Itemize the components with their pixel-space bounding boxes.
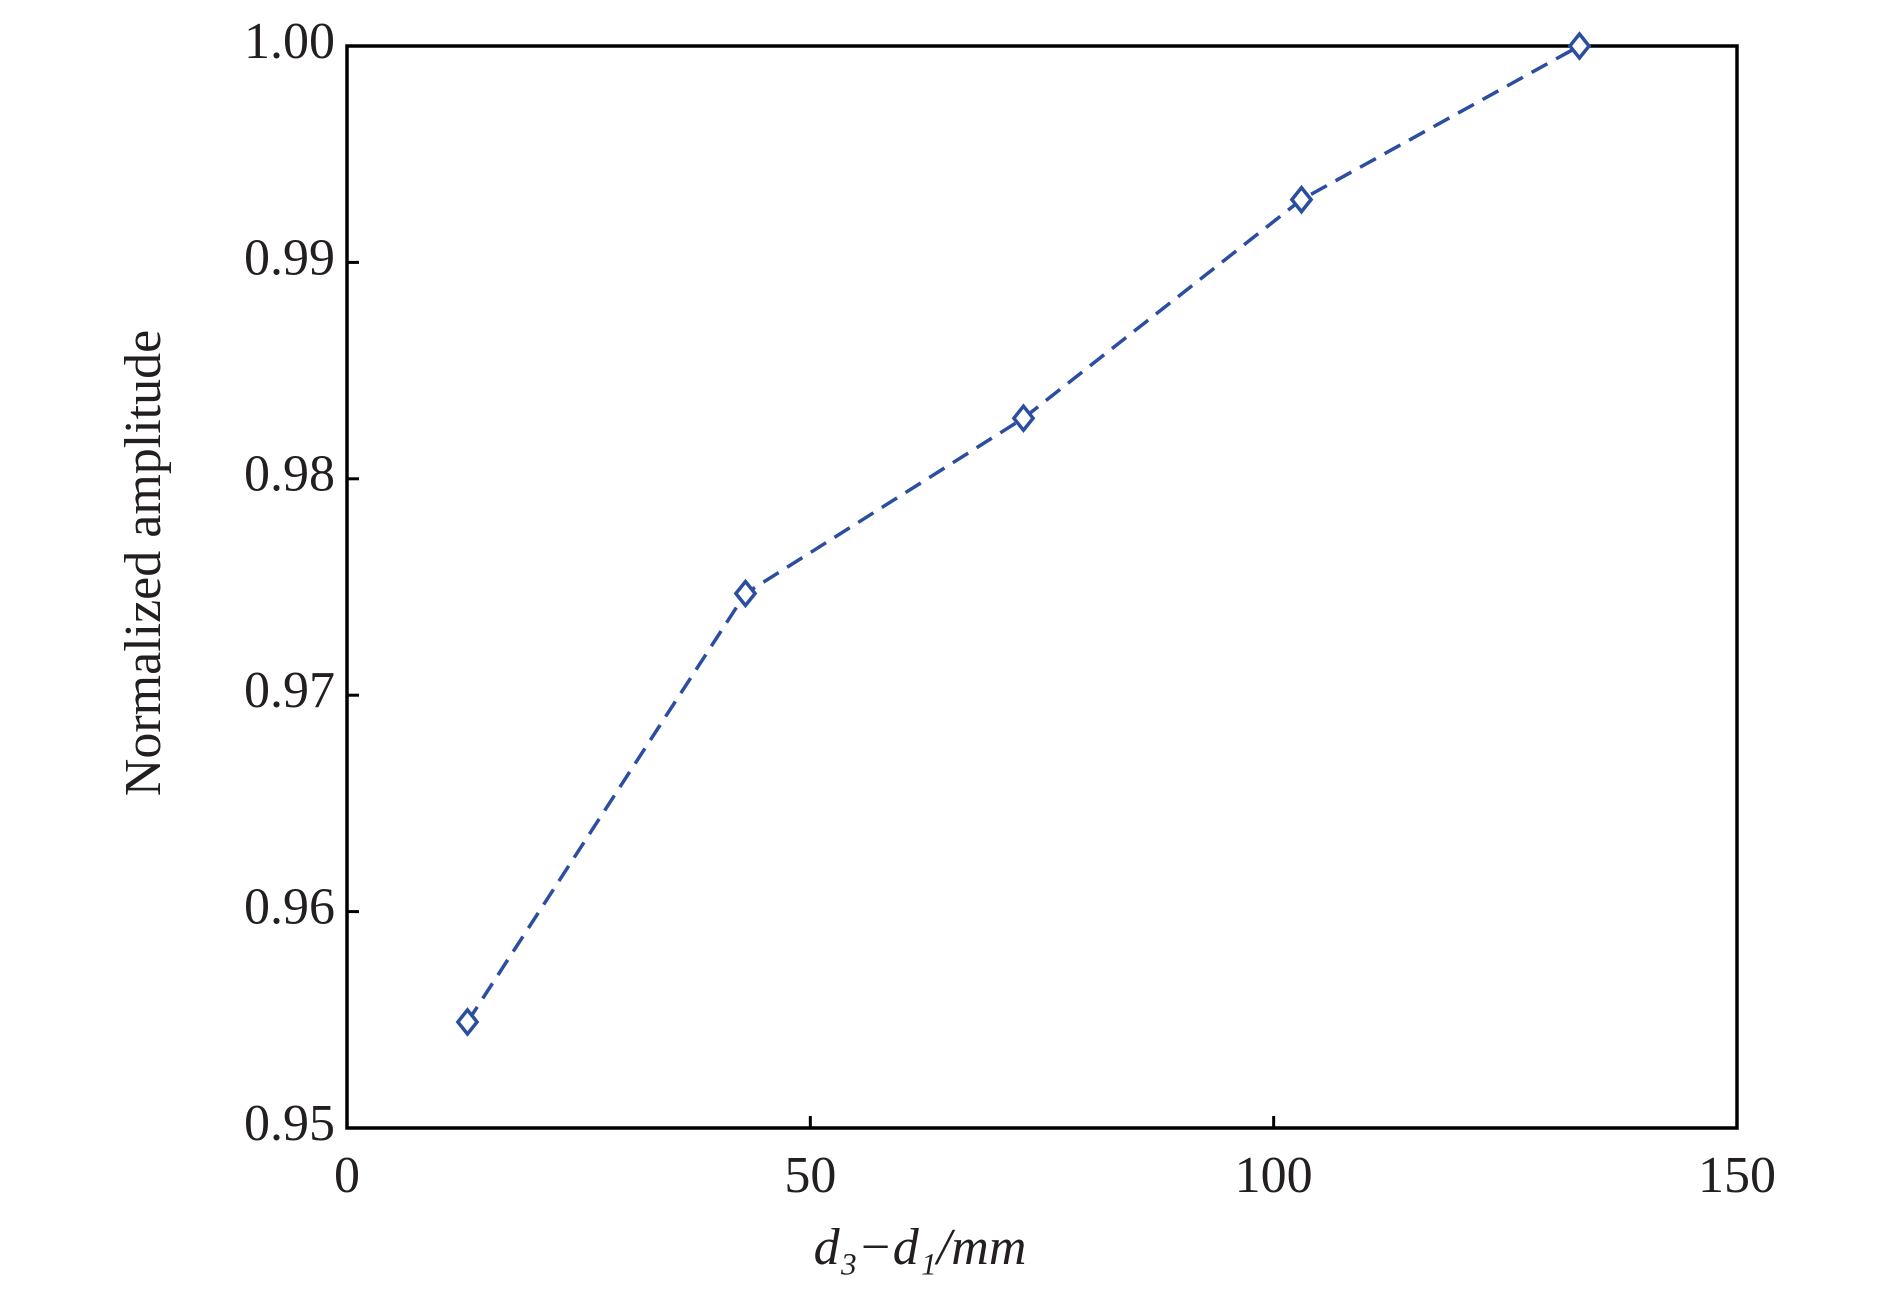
y-tick-label: 0.99 (244, 229, 335, 286)
x-tick-label: 50 (784, 1147, 836, 1204)
y-tick-label: 1.00 (244, 13, 335, 70)
y-tick-label: 0.96 (244, 879, 335, 936)
data-line (465, 44, 1581, 1023)
x-tick-label: 0 (334, 1147, 360, 1204)
data-point (1289, 184, 1314, 215)
data-point (733, 578, 758, 609)
y-tick-label: 0.95 (244, 1095, 335, 1152)
y-tick-label: 0.97 (244, 662, 335, 719)
x-axis-label: d₃−d₁/mm (814, 1219, 1027, 1276)
x-tick-label: 100 (1235, 1147, 1313, 1204)
data-point (455, 1007, 480, 1037)
data-point (1011, 403, 1036, 434)
y-tick-label: 0.98 (244, 446, 335, 503)
x-tick-label: 150 (1698, 1147, 1776, 1204)
y-axis-label: Normalized amplitude (115, 330, 172, 796)
data-point (1567, 31, 1592, 61)
plot-frame (345, 44, 1739, 1130)
